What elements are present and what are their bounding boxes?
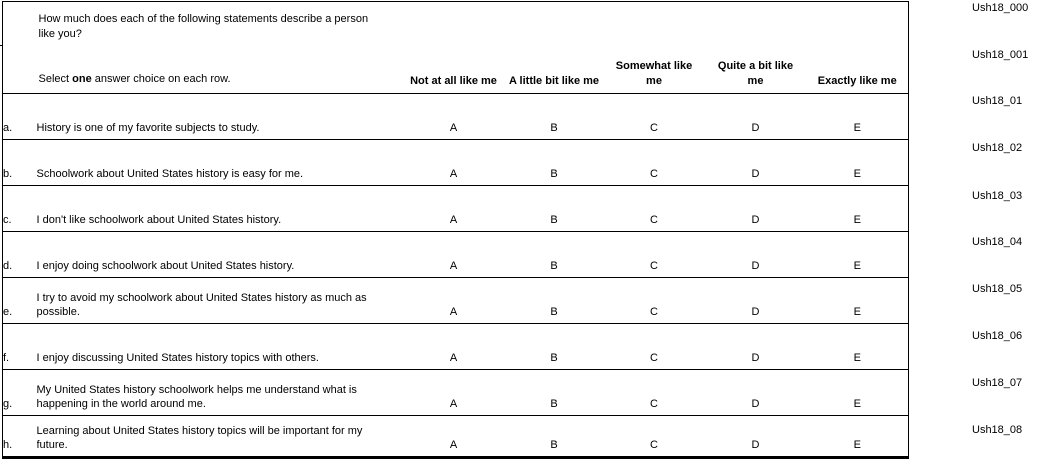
answer-choice-a[interactable]: A <box>402 139 505 186</box>
variable-label: Ush18_02 <box>972 142 1023 154</box>
row-letter: f. <box>2 323 37 370</box>
variable-label: Ush18_06 <box>972 330 1023 342</box>
answer-choice-d[interactable]: D <box>704 185 807 232</box>
select-instruction-bold: one <box>72 73 92 85</box>
answer-choice-e[interactable]: E <box>806 139 909 186</box>
variable-label: Ush18_01 <box>972 95 1023 107</box>
answer-choice-e[interactable]: E <box>806 231 909 278</box>
answer-choice-d[interactable]: D <box>704 369 807 416</box>
answer-choice-c[interactable]: C <box>603 185 705 232</box>
question-row-d: d. I enjoy doing schoolwork about United… <box>2 231 909 278</box>
row-letter: g. <box>2 369 37 416</box>
question-statement: History is one of my favorite subjects t… <box>36 93 403 140</box>
answer-choice-d[interactable]: D <box>704 231 807 278</box>
answer-choice-e[interactable]: E <box>806 93 909 140</box>
row-letter: h. <box>3 439 13 451</box>
answer-choice-b[interactable]: B <box>550 439 558 451</box>
variable-label: Ush18_03 <box>972 190 1023 202</box>
question-row-c: c. I don't like schoolwork about United … <box>2 185 909 232</box>
header-row: How much does each of the following stat… <box>2 1 909 94</box>
column-header-not-at-all: Not at all like me <box>402 1 505 94</box>
answer-choice-e[interactable]: E <box>806 323 909 370</box>
answer-choice-a[interactable]: A <box>402 369 505 416</box>
answer-choice-a[interactable]: A <box>402 231 505 278</box>
answer-choice-a[interactable]: A <box>402 277 505 324</box>
row-letter: b. <box>2 139 37 186</box>
gridline-tick <box>0 45 3 46</box>
answer-choice-d[interactable]: D <box>704 323 807 370</box>
answer-choice-c[interactable]: C <box>650 439 658 451</box>
answer-choice-d[interactable]: D <box>704 139 807 186</box>
column-header-little-bit: A little bit like me <box>504 1 604 94</box>
row-letter: c. <box>2 185 37 232</box>
answer-choice-e[interactable]: E <box>806 185 909 232</box>
answer-choice-b[interactable]: B <box>504 185 604 232</box>
questionnaire-table: How much does each of the following stat… <box>2 1 909 459</box>
variable-label: Ush18_08 <box>972 424 1023 436</box>
answer-choice-a[interactable]: A <box>402 185 505 232</box>
column-header-exactly: Exactly like me <box>806 1 909 94</box>
question-statement: I enjoy discussing United States history… <box>36 323 403 370</box>
column-header-somewhat: Somewhat like me <box>603 1 705 94</box>
question-row-e: e. I try to avoid my schoolwork about Un… <box>2 277 909 324</box>
question-row-b: b. Schoolwork about United States histor… <box>2 139 909 186</box>
select-instruction: Select one answer choice on each row. <box>39 72 403 86</box>
answer-choice-b[interactable]: B <box>504 93 604 140</box>
header-letter-cell <box>2 1 37 94</box>
variable-label: Ush18_04 <box>972 236 1023 248</box>
variable-label: Ush18_07 <box>972 377 1023 389</box>
answer-choice-c[interactable]: C <box>603 277 705 324</box>
variable-label: Ush18_000 <box>972 2 1029 14</box>
question-statement: My United States history schoolwork help… <box>36 369 403 416</box>
answer-choice-e[interactable]: E <box>806 277 909 324</box>
question-statement: I enjoy doing schoolwork about United St… <box>36 231 403 278</box>
column-header-quite-a-bit: Quite a bit like me <box>704 1 807 94</box>
row-letter: d. <box>2 231 37 278</box>
question-statement: Schoolwork about United States history i… <box>36 139 403 186</box>
question-statement: Learning about United States history top… <box>36 425 363 451</box>
answer-choice-c[interactable]: C <box>603 139 705 186</box>
answer-choice-e[interactable]: E <box>806 369 909 416</box>
answer-choice-c[interactable]: C <box>603 231 705 278</box>
answer-choice-c[interactable]: C <box>603 93 705 140</box>
intro-question: How much does each of the following stat… <box>38 13 369 40</box>
answer-choice-b[interactable]: B <box>504 231 604 278</box>
question-row-g: g. My United States history schoolwork h… <box>2 369 909 416</box>
variable-label: Ush18_001 <box>972 49 1029 61</box>
answer-choice-b[interactable]: B <box>504 369 604 416</box>
select-instruction-suffix: answer choice on each row. <box>91 73 231 85</box>
question-statement: I try to avoid my schoolwork about Unite… <box>36 277 403 324</box>
question-statement: I don't like schoolwork about United Sta… <box>36 185 403 232</box>
answer-choice-c[interactable]: C <box>603 323 705 370</box>
answer-choice-a[interactable]: A <box>402 323 505 370</box>
question-row-h: h. Learning about United States history … <box>3 416 909 458</box>
row-letter: e. <box>2 277 37 324</box>
answer-choice-d[interactable]: D <box>751 439 760 451</box>
answer-choice-c[interactable]: C <box>603 369 705 416</box>
variable-label: Ush18_05 <box>972 283 1023 295</box>
question-row-f: f. I enjoy discussing United States hist… <box>2 323 909 370</box>
header-instructions-cell: How much does each of the following stat… <box>36 1 403 94</box>
answer-choice-a[interactable]: A <box>449 439 458 451</box>
question-row-a: a. History is one of my favorite subject… <box>2 93 909 140</box>
answer-choice-d[interactable]: D <box>704 93 807 140</box>
row-letter: a. <box>2 93 37 140</box>
answer-choice-b[interactable]: B <box>504 323 604 370</box>
answer-choice-b[interactable]: B <box>504 139 604 186</box>
answer-choice-b[interactable]: B <box>504 277 604 324</box>
answer-choice-a[interactable]: A <box>402 93 505 140</box>
answer-choice-e[interactable]: E <box>853 439 861 451</box>
answer-choice-d[interactable]: D <box>704 277 807 324</box>
select-instruction-prefix: Select <box>38 73 73 85</box>
